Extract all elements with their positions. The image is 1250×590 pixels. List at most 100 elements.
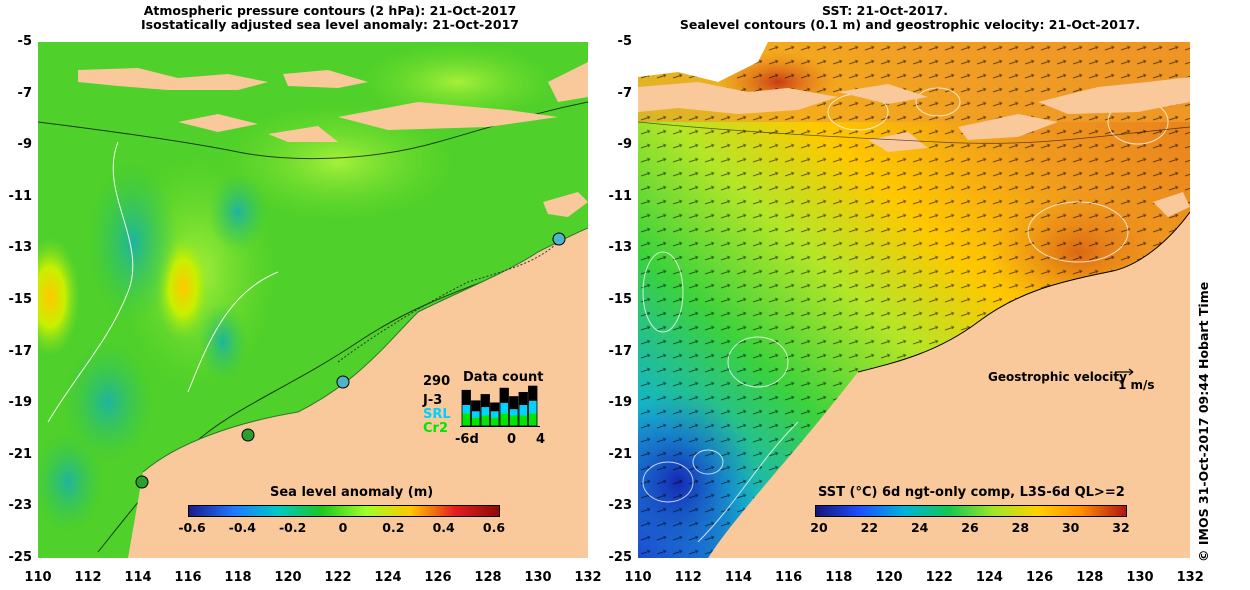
data-count-bar-2-srl — [481, 407, 490, 416]
left-xtick-3: 116 — [174, 570, 202, 585]
right-ytick-10: -25 — [608, 550, 633, 565]
data-count-chart — [460, 385, 540, 427]
left-xtick-8: 126 — [424, 570, 452, 585]
left-xtick-10: 130 — [524, 570, 552, 585]
data-count-bar-4-j3 — [500, 388, 509, 403]
data-count-bar-4-cr2 — [500, 413, 509, 426]
right-xtick-9: 128 — [1076, 570, 1104, 585]
sst-map — [638, 42, 1190, 558]
right-xtick-0: 110 — [624, 570, 652, 585]
left-ytick-10: -25 — [8, 550, 33, 565]
right-ytick-5: -15 — [608, 292, 633, 307]
left-ytick-8: -21 — [8, 446, 33, 462]
right-xtick-2: 114 — [724, 570, 752, 585]
right-ytick-9: -23 — [608, 498, 633, 514]
data-count-xtick-end: 4 — [536, 432, 546, 447]
velocity-legend-label: Geostrophic velocity — [988, 370, 1127, 384]
velocity-legend-arrow — [1115, 368, 1134, 376]
sst-colorbar-tick-0: 20 — [810, 520, 828, 535]
left-ytick-5: -15 — [8, 292, 33, 307]
right-xtick-8: 126 — [1026, 570, 1054, 585]
right-ytick-2: -9 — [617, 137, 632, 153]
left-ytick-3: -11 — [8, 188, 33, 204]
data-count-bar-5-cr2 — [509, 415, 518, 426]
sea-level-anomaly-map — [38, 42, 588, 558]
data-count-bar-0-j3 — [462, 390, 471, 405]
right-xtick-7: 124 — [975, 570, 1003, 585]
sst-map-svg — [638, 42, 1190, 558]
sla-colorbar-tick-4: 0.2 — [382, 520, 405, 535]
left-xtick-4: 118 — [224, 570, 252, 585]
sla-colorbar-tick-3: 0 — [338, 520, 348, 535]
left-xtick-7: 124 — [374, 570, 402, 585]
data-count-bar-0-total — [461, 389, 471, 427]
data-count-max: 290 — [423, 374, 451, 389]
sst-colorbar-title: SST (°C) 6d ngt-only comp, L3S-6d QL>=2 — [818, 485, 1125, 500]
data-count-bar-7-cr2 — [528, 413, 537, 426]
left-ytick-6: -17 — [8, 343, 33, 359]
data-count-title: Data count — [463, 370, 544, 385]
sla-colorbar-tick-2: -0.2 — [278, 520, 307, 535]
data-count-xtick-start: -6d — [455, 432, 479, 447]
sla-colorbar-tick-0: -0.6 — [178, 520, 206, 535]
sla-map-svg — [38, 42, 588, 558]
sst-colorbar-tick-5: 30 — [1061, 520, 1080, 535]
left-ytick-2: -9 — [17, 137, 32, 153]
right-xtick-6: 122 — [925, 570, 953, 585]
left-ytick-4: -13 — [8, 240, 33, 256]
right-ytick-3: -11 — [608, 188, 633, 204]
left-ytick-0: -5 — [17, 34, 32, 49]
sst-colorbar-tick-6: 32 — [1112, 520, 1130, 535]
data-count-bar-3-srl — [490, 411, 499, 418]
data-count-bar-6-total — [518, 391, 528, 427]
data-count-bar-1-j3 — [471, 400, 480, 412]
left-ytick-7: -19 — [8, 395, 33, 411]
data-count-bar-7-total — [528, 385, 538, 427]
left-title-line1: Atmospheric pressure contours (2 hPa): 2… — [143, 3, 517, 18]
right-xtick-3: 116 — [775, 570, 803, 585]
sst-colorbar-tick-4: 28 — [1011, 520, 1030, 535]
velocity-legend-scale: 1 m/s — [1118, 378, 1155, 392]
left-xtick-9: 128 — [474, 570, 502, 585]
sst-colorbar-tick-1: 22 — [860, 520, 879, 535]
data-count-xtick-zero: 0 — [507, 432, 517, 447]
right-xtick-1: 112 — [674, 570, 702, 585]
data-count-bar-0-cr2 — [462, 413, 471, 426]
data-count-bar-3-cr2 — [490, 417, 499, 426]
sla-colorbar-tick-5: 0.4 — [432, 520, 455, 535]
left-xtick-5: 120 — [274, 570, 302, 585]
right-ytick-8: -21 — [608, 446, 633, 462]
left-ytick-1: -7 — [17, 85, 32, 101]
right-xtick-4: 118 — [825, 570, 853, 585]
left-xtick-6: 122 — [324, 570, 352, 585]
right-title-line1: SST: 21-Oct-2017. — [822, 3, 948, 18]
data-count-bar-5-j3 — [509, 396, 518, 410]
data-count-bar-1-cr2 — [471, 417, 480, 426]
data-count-bar-5-total — [509, 396, 519, 427]
right-ytick-1: -7 — [617, 85, 632, 101]
data-count-bar-6-cr2 — [519, 415, 528, 426]
sla-colorbar-tick-6: 0.6 — [482, 520, 506, 535]
sst-colorbar-tick-2: 24 — [910, 520, 929, 535]
left-xtick-11: 132 — [574, 570, 602, 585]
data-count-series-j3: J-3 — [423, 393, 443, 408]
sst-colorbar-tick-3: 26 — [961, 520, 979, 535]
data-count-series-cr2: Cr2 — [423, 421, 448, 436]
data-count-bar-1-srl — [471, 411, 480, 418]
data-count-bar-4-total — [499, 387, 509, 427]
left-xtick-2: 114 — [124, 570, 152, 585]
left-xtick-0: 110 — [24, 570, 52, 585]
right-title-line2: Sealevel contours (0.1 m) and geostrophi… — [679, 17, 1141, 32]
data-count-bar-5-srl — [509, 409, 518, 416]
sla-colorbar — [188, 505, 500, 517]
right-ytick-4: -13 — [608, 240, 633, 256]
data-count-bar-3-j3 — [490, 402, 499, 412]
right-ytick-7: -19 — [608, 395, 633, 411]
left-xtick-1: 112 — [74, 570, 102, 585]
right-ytick-0: -5 — [617, 34, 632, 49]
data-count-bar-6-j3 — [519, 392, 528, 405]
left-title-line2: Isostatically adjusted sea level anomaly… — [141, 17, 519, 32]
data-count-bar-2-cr2 — [481, 415, 490, 426]
sla-colorbar-title: Sea level anomaly (m) — [270, 485, 434, 500]
imos-credit: © IMOS 31-Oct-2017 09:44 Hobart Time — [1196, 281, 1211, 562]
